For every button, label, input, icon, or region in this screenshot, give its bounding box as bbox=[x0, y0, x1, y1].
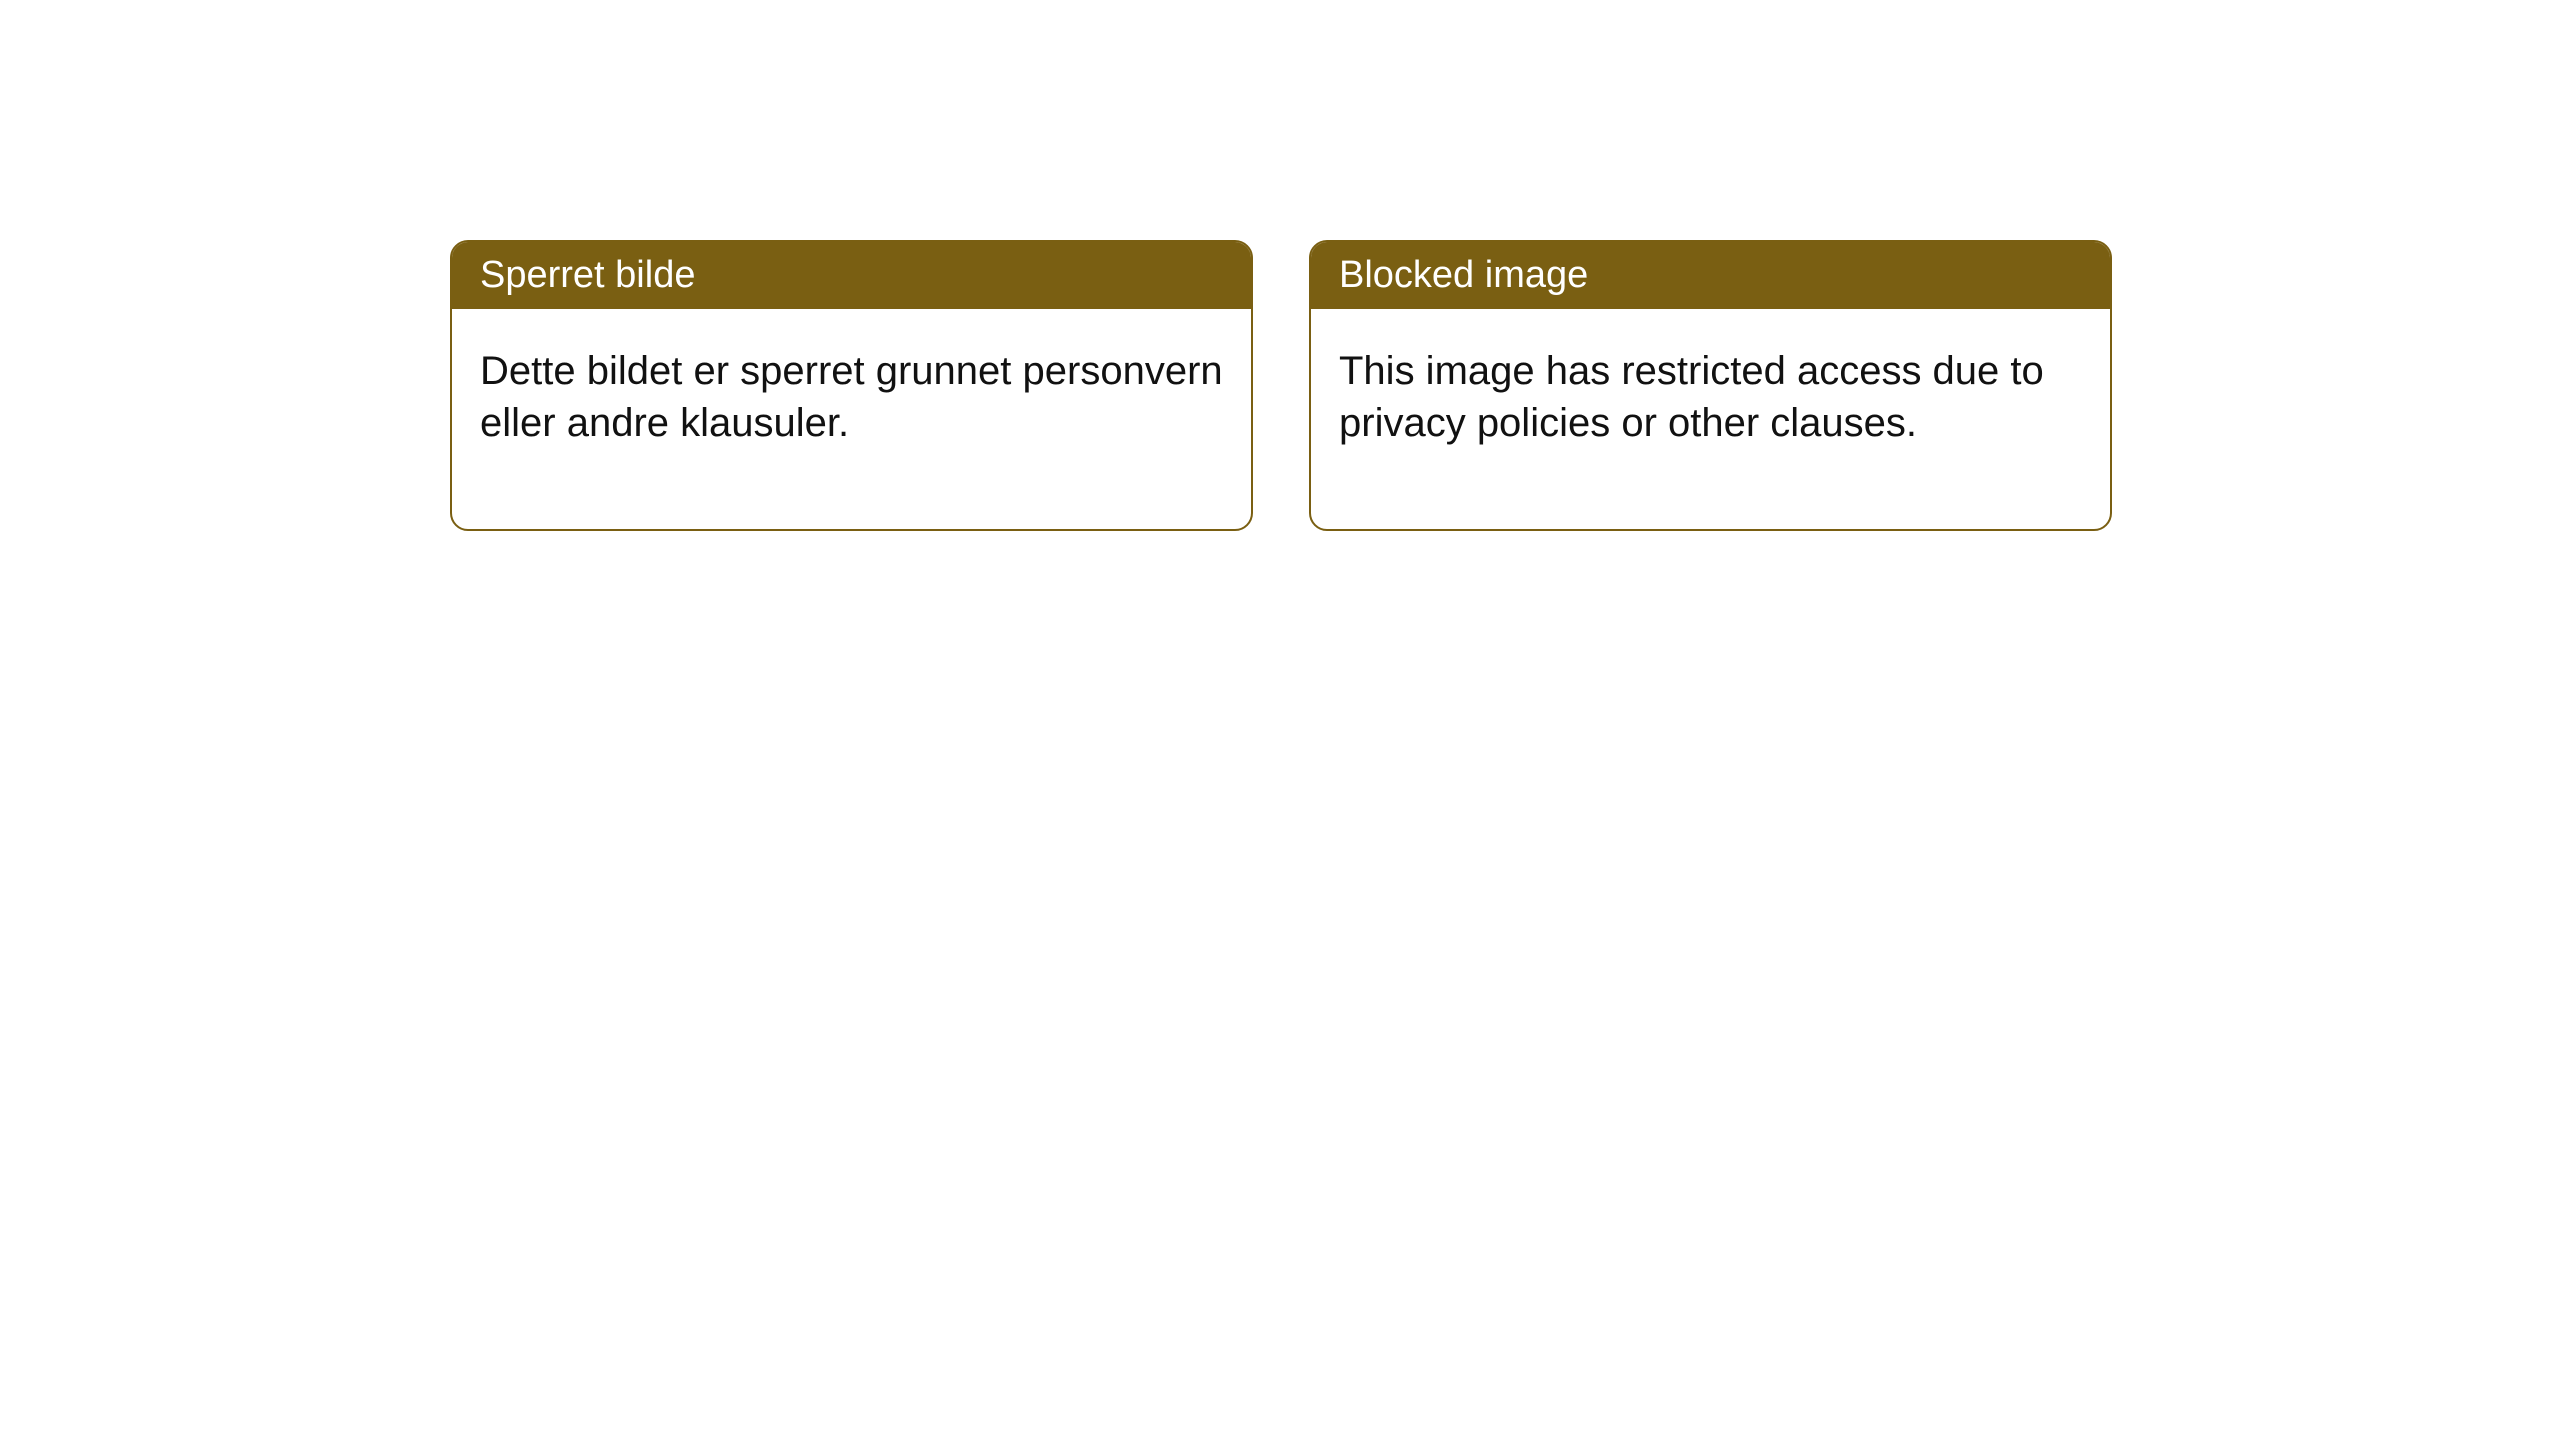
notice-card-norwegian: Sperret bilde Dette bildet er sperret gr… bbox=[450, 240, 1253, 531]
notice-cards-container: Sperret bilde Dette bildet er sperret gr… bbox=[450, 240, 2112, 531]
notice-card-title: Blocked image bbox=[1311, 242, 2110, 309]
notice-card-body: Dette bildet er sperret grunnet personve… bbox=[452, 309, 1251, 529]
notice-card-english: Blocked image This image has restricted … bbox=[1309, 240, 2112, 531]
notice-card-title: Sperret bilde bbox=[452, 242, 1251, 309]
notice-card-body: This image has restricted access due to … bbox=[1311, 309, 2110, 529]
